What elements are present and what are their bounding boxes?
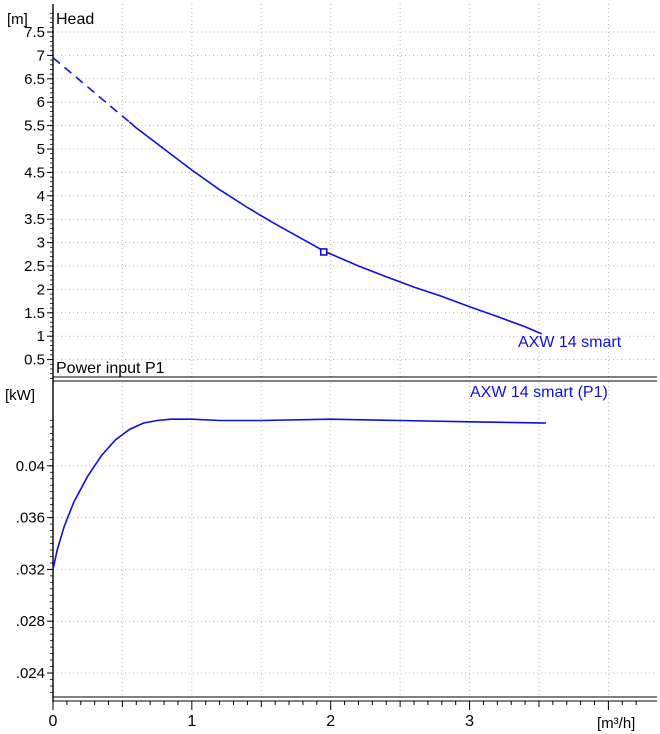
labels-layer: Head [m] Power input P1 [kW] [m³/h] AXW … [5, 11, 635, 732]
y-tick-label: 6.5 [24, 71, 45, 88]
operating-point-marker [319, 248, 328, 256]
power-series-label: AXW 14 smart (P1) [470, 384, 608, 401]
y-tick-label: .028 [16, 613, 45, 630]
head-y-unit-label: [m] [7, 11, 28, 28]
power-y-unit-label: [kW] [5, 387, 35, 404]
y-tick-label: 3.5 [24, 211, 45, 228]
y-tick-label: 1.5 [24, 305, 45, 322]
power-panel-title: Power input P1 [56, 360, 165, 377]
y-tick-label: 0.5 [24, 352, 45, 369]
head-panel-title: Head [56, 11, 94, 28]
grid-lines [53, 4, 657, 698]
y-tick-label: 6 [37, 94, 45, 111]
y-tick-label: 5 [37, 141, 45, 158]
y-tick-label: 4 [37, 188, 45, 205]
axes [47, 4, 657, 710]
y-tick-label: 5.5 [24, 118, 45, 135]
y-tick-label: 4.5 [24, 164, 45, 181]
y-tick-label: 2 [37, 281, 45, 298]
y-tick-label: 1 [37, 328, 45, 345]
series-layer [52, 57, 546, 570]
series-line [128, 121, 543, 335]
series-line [52, 418, 546, 570]
head-series-label: AXW 14 smart [518, 334, 622, 351]
x-tick-label: 3 [465, 713, 474, 730]
y-tick-label: .036 [16, 510, 45, 527]
x-tick-label: 1 [187, 713, 196, 730]
x-tick-label: 0 [49, 713, 58, 730]
y-tick-label: .032 [16, 561, 45, 578]
y-tick-label: .024 [16, 665, 45, 682]
y-tick-label: 7 [37, 47, 45, 64]
y-tick-label: 3 [37, 235, 45, 252]
x-axis-unit-label: [m³/h] [597, 715, 635, 732]
y-tick-label: 7.5 [24, 24, 45, 41]
y-tick-label: 0.04 [16, 458, 45, 475]
y-tick-label: 2.5 [24, 258, 45, 275]
x-tick-label: 2 [326, 713, 335, 730]
series-line-dashed [52, 57, 130, 123]
